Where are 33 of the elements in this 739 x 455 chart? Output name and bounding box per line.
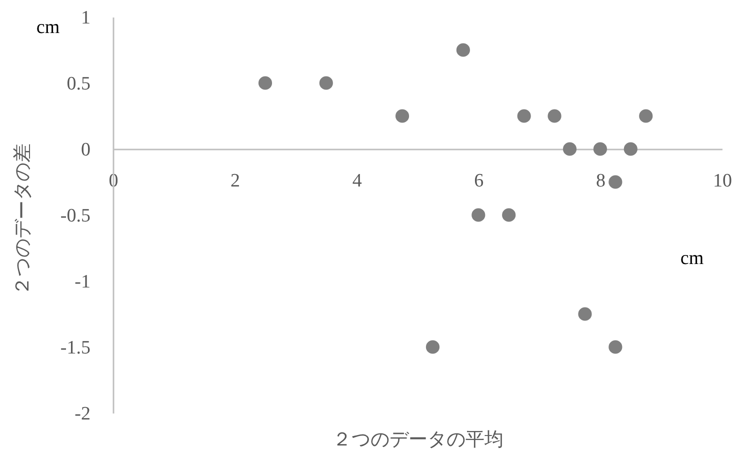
point (517, 109, 531, 123)
y-axis-title: ２つのデータの差 (12, 144, 34, 296)
point (593, 142, 607, 156)
point (608, 175, 622, 189)
x-tick-label: 2 (230, 170, 240, 192)
y-tick-label: 0 (81, 140, 90, 160)
point (639, 109, 653, 123)
x-axis-title: ２つのデータの平均 (332, 430, 504, 450)
point (319, 76, 333, 90)
y-tick-label: 1 (81, 8, 90, 28)
point (624, 142, 638, 156)
point (472, 208, 486, 222)
x-tick-label: 6 (474, 170, 484, 192)
point (426, 340, 440, 354)
point (608, 340, 622, 354)
y-tick-label: 0.5 (66, 74, 90, 94)
point (395, 109, 410, 123)
x-tick-label: 10 (713, 170, 732, 192)
point (562, 142, 577, 156)
y-tick-label: -2 (74, 404, 90, 424)
y-tick-label: -1.5 (60, 338, 90, 358)
point (578, 307, 592, 321)
point (456, 43, 470, 57)
point (548, 109, 562, 123)
y-tick-label: -1 (74, 272, 90, 292)
x-tick-label: 8 (596, 170, 606, 192)
annotation: cm (680, 248, 704, 269)
x-tick-label: 4 (352, 170, 362, 192)
x-tick-label: 0 (108, 170, 118, 192)
point (258, 76, 272, 90)
y-tick-label: -0.5 (60, 206, 90, 226)
text: cm (36, 17, 60, 38)
point (502, 208, 516, 222)
